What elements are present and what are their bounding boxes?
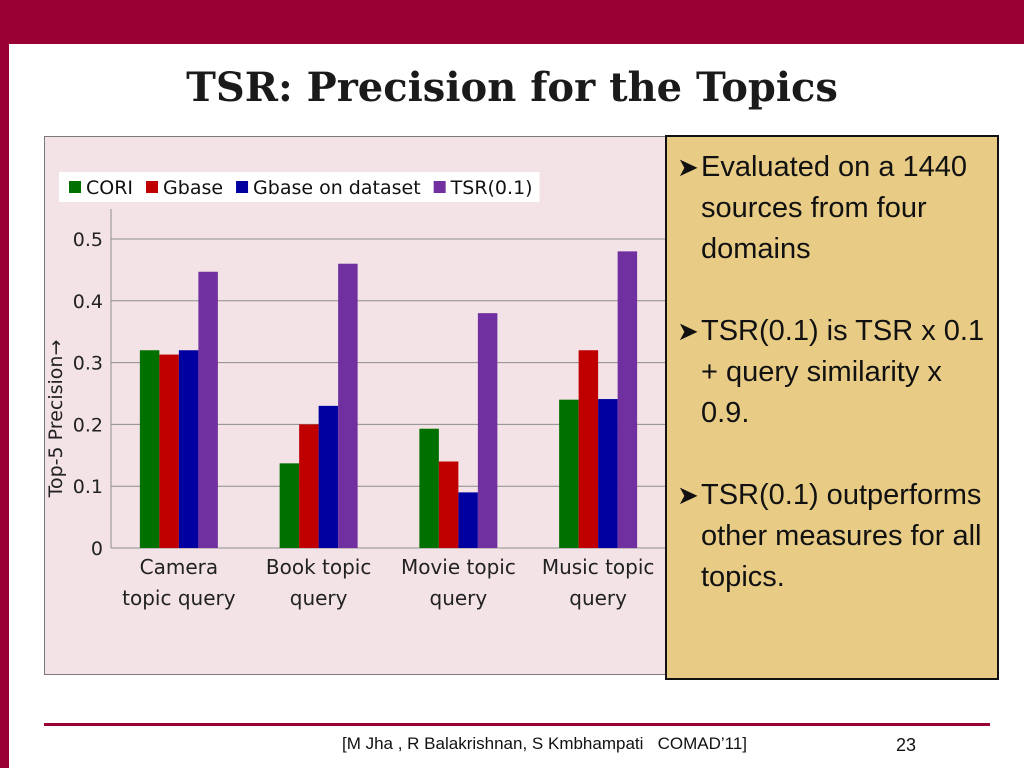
bullet-item: ➤ TSR(0.1) outperforms other measures fo…	[677, 475, 985, 598]
y-axis-label: Top-5 Precision→	[45, 340, 67, 499]
y-tick-label: 0.5	[73, 229, 103, 251]
x-tick-label: Movie topic	[401, 555, 516, 579]
bar-gbase-on-dataset	[318, 405, 339, 548]
bar-gbase	[299, 424, 319, 548]
bar-cori	[139, 350, 160, 548]
top-accent-bar	[0, 0, 1024, 44]
bar-gbase-on-dataset	[178, 350, 199, 548]
arrowhead-bullet-icon: ➤	[677, 316, 699, 346]
legend-label: Gbase on dataset	[253, 177, 421, 199]
x-tick-label: query	[430, 586, 488, 610]
bar-gbase-on-dataset	[458, 492, 478, 548]
y-tick-label: 0.3	[73, 353, 103, 375]
bar-gbase	[438, 461, 459, 548]
x-tick-label: topic query	[122, 586, 236, 610]
left-accent-bar	[0, 44, 9, 768]
x-tick-label: query	[569, 586, 627, 610]
slide-title: TSR: Precision for the Topics	[186, 64, 838, 111]
arrowhead-bullet-icon: ➤	[677, 152, 699, 182]
footer-divider	[44, 723, 990, 726]
legend-label: CORI	[86, 177, 133, 199]
bar-gbase	[578, 350, 599, 548]
y-tick-label: 0.1	[73, 476, 103, 498]
callout-box: ➤ Evaluated on a 1440 sources from four …	[665, 135, 999, 680]
x-tick-label: Music topic	[542, 555, 655, 579]
citation-text: [M Jha , R Balakrishnan, S Kmbhampati CO…	[342, 734, 748, 753]
bar-tsr-0-1-	[198, 271, 218, 548]
bar-cori	[279, 463, 300, 548]
bar-gbase-on-dataset	[598, 399, 618, 548]
bar-tsr-0-1-	[338, 263, 358, 548]
bullet-item: ➤ TSR(0.1) is TSR x 0.1 + query similari…	[677, 311, 985, 434]
bar-cori	[419, 428, 439, 548]
y-tick-label: 0	[91, 538, 103, 560]
y-tick-label: 0.4	[73, 291, 103, 313]
legend-swatch	[433, 181, 446, 193]
x-tick-label: Camera	[140, 555, 219, 579]
legend-swatch	[236, 181, 249, 193]
bullet-text: TSR(0.1) is TSR x 0.1 + query similarity…	[701, 315, 985, 429]
bar-cori	[559, 399, 579, 548]
arrowhead-bullet-icon: ➤	[677, 480, 699, 510]
legend-swatch	[69, 181, 81, 193]
legend-box	[59, 172, 540, 202]
legend-swatch	[146, 181, 159, 193]
bar-chart: 0 0.1 0.2 0.3 0.4 0.5 Top-5 Precision→ Camera to…	[45, 172, 670, 610]
chart-panel: 0 0.1 0.2 0.3 0.4 0.5 Top-5 Precision→ Camera to…	[44, 136, 670, 675]
bullet-text: Evaluated on a 1440 sources from four do…	[701, 151, 968, 265]
bar-tsr-0-1-	[617, 251, 638, 549]
bullet-text: TSR(0.1) outperforms other measures for …	[701, 479, 982, 593]
x-tick-label: Book topic	[266, 555, 371, 579]
bar-tsr-0-1-	[477, 313, 498, 548]
legend-label: Gbase	[163, 177, 223, 199]
bullet-item: ➤ Evaluated on a 1440 sources from four …	[677, 147, 985, 270]
y-tick-label: 0.2	[73, 414, 103, 436]
x-tick-label: query	[290, 586, 348, 610]
legend-label: TSR(0.1)	[450, 177, 533, 199]
page-number: 23	[896, 735, 917, 755]
bar-gbase	[159, 354, 179, 548]
